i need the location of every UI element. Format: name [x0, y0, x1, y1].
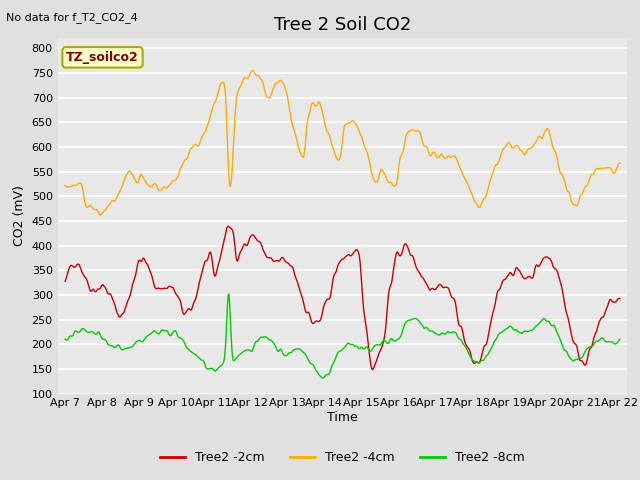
Y-axis label: CO2 (mV): CO2 (mV) — [13, 186, 26, 246]
Text: TZ_soilco2: TZ_soilco2 — [66, 51, 139, 64]
Title: Tree 2 Soil CO2: Tree 2 Soil CO2 — [274, 16, 411, 34]
Text: No data for f_T2_CO2_4: No data for f_T2_CO2_4 — [6, 12, 138, 23]
X-axis label: Time: Time — [327, 411, 358, 424]
Legend: Tree2 -2cm, Tree2 -4cm, Tree2 -8cm: Tree2 -2cm, Tree2 -4cm, Tree2 -8cm — [156, 446, 529, 469]
